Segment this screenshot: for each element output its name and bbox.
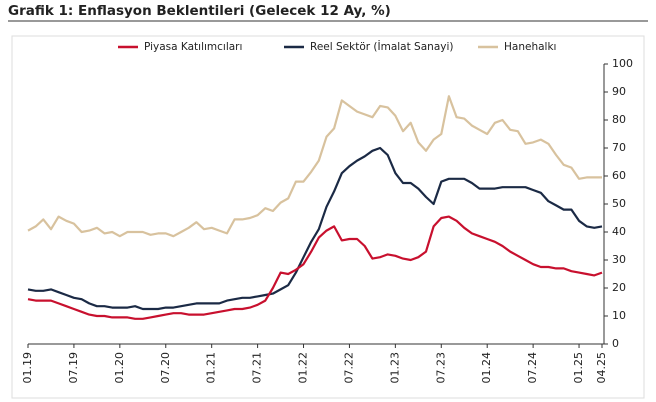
x-tick-label: 07.21	[251, 352, 264, 384]
x-tick-label: 04.25	[595, 352, 608, 384]
y-tick-label: 0	[612, 337, 619, 350]
x-tick-label: 01.20	[113, 352, 126, 384]
legend-label: Reel Sektör (İmalat Sanayi)	[310, 40, 453, 53]
x-tick-label: 07.23	[434, 352, 447, 384]
x-tick-label: 01.25	[572, 352, 585, 384]
y-tick-label: 100	[612, 57, 633, 70]
series-line	[27, 146, 603, 311]
y-tick-label: 90	[612, 85, 626, 98]
y-tick-label: 10	[612, 309, 626, 322]
legend-label: Piyasa Katılımcıları	[144, 41, 242, 53]
x-tick-label: 01.24	[480, 352, 493, 384]
y-tick-label: 80	[612, 113, 626, 126]
y-tick-label: 20	[612, 281, 626, 294]
x-tick-label: 07.22	[342, 352, 355, 384]
x-tick-label: 07.24	[526, 352, 539, 384]
frame	[11, 35, 645, 399]
x-tick-label: 07.19	[67, 352, 80, 384]
x-tick-label: 07.20	[159, 352, 172, 384]
y-tick-label: 70	[612, 141, 626, 154]
y-tick-label: 30	[612, 253, 626, 266]
y-tick-label: 50	[612, 197, 626, 210]
legend-label: Hanehalkı	[504, 41, 556, 53]
x-tick-label: 01.21	[205, 352, 218, 384]
series-line	[27, 95, 602, 238]
x-tick-label: 01.19	[21, 352, 34, 384]
y-tick-label: 60	[612, 169, 626, 182]
y-tick-label: 40	[612, 225, 626, 238]
series-line	[27, 215, 603, 320]
x-tick-label: 01.23	[388, 352, 401, 384]
x-tick-label: 01.22	[297, 352, 310, 384]
chart-title: Grafik 1: Enflasyon Beklentileri (Gelece…	[8, 3, 391, 19]
